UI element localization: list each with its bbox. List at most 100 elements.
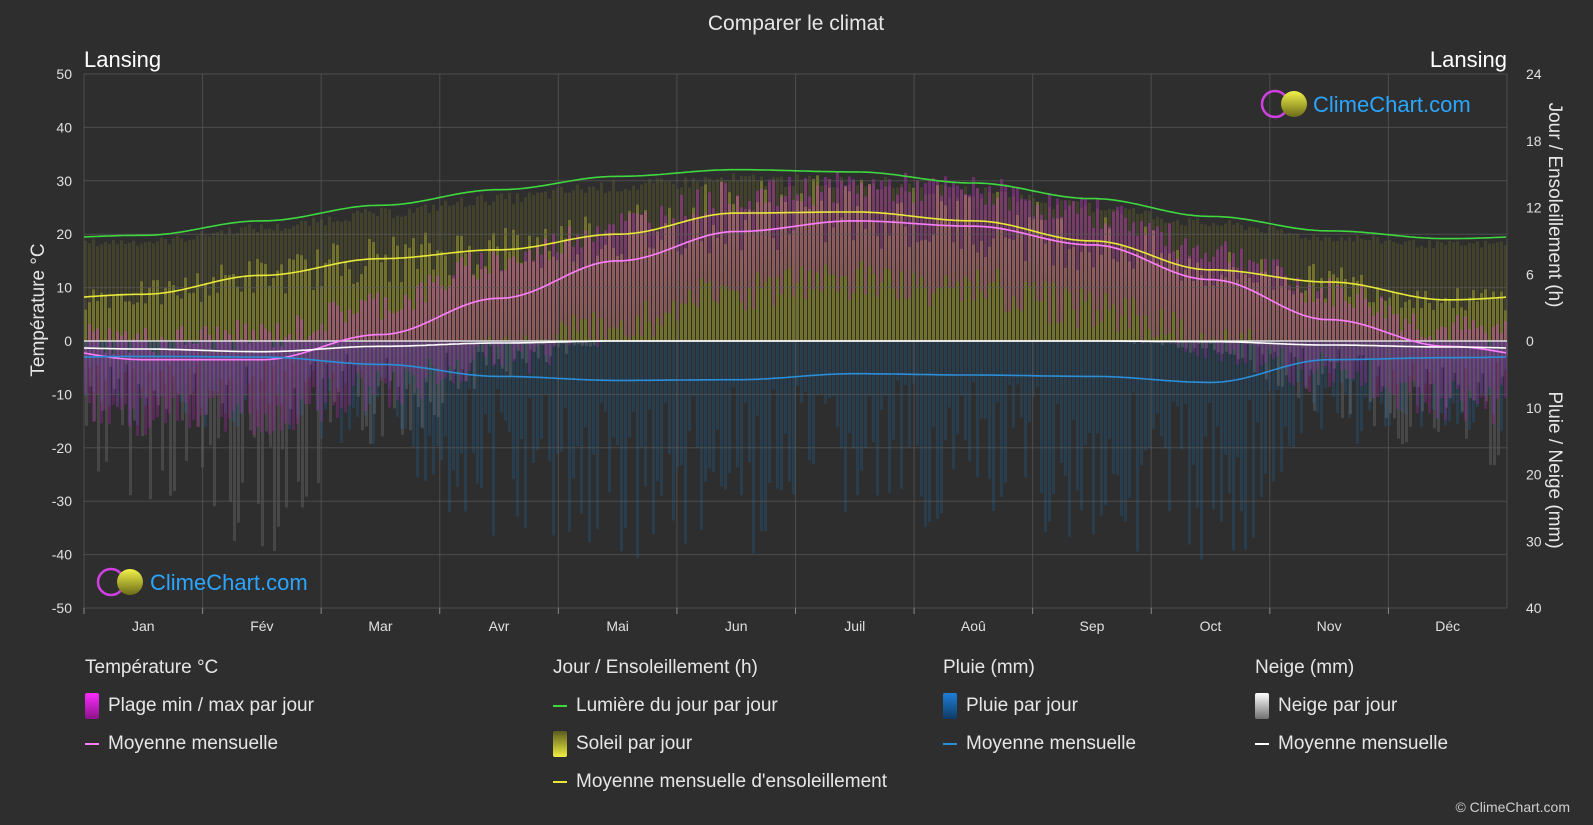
temp-range-day-bar — [84, 346, 87, 394]
rain-day-bar — [748, 341, 751, 463]
legend-daylight-label: Lumière du jour par jour — [576, 695, 778, 716]
temp-tick-label: 40 — [56, 119, 72, 135]
temp-range-day-bar — [520, 263, 523, 352]
logo-top[interactable]: ClimeChart.com — [1260, 89, 1471, 119]
temp-range-day-bar — [788, 176, 791, 268]
logo-bottom[interactable]: ClimeChart.com — [96, 567, 308, 597]
temp-range-day-bar — [924, 183, 927, 288]
snow-day-bar — [1489, 341, 1492, 465]
temp-range-day-bar — [728, 204, 731, 291]
temp-range-day-bar — [656, 231, 659, 318]
snow-day-bar — [481, 341, 484, 353]
temp-range-day-bar — [1024, 199, 1027, 282]
sunshine-day-bar — [808, 208, 811, 341]
daylight-day-bar — [500, 193, 503, 341]
sunshine-day-bar — [1440, 303, 1443, 341]
rain-day-bar — [804, 341, 807, 393]
sunshine-day-bar — [1476, 301, 1479, 341]
temp-mean-swatch — [85, 743, 99, 745]
rain-day-bar — [1200, 341, 1203, 560]
rain-day-bar — [1280, 341, 1283, 472]
temp-range-day-bar — [1184, 238, 1187, 352]
rain-day-bar — [1156, 341, 1159, 414]
legend-rain-mean-label: Moyenne mensuelle — [966, 733, 1137, 754]
temp-range-day-bar — [1396, 314, 1399, 410]
sunshine-day-bar — [332, 243, 335, 341]
temp-range-day-bar — [740, 207, 743, 303]
rain-day-bar — [1020, 341, 1023, 418]
temp-range-day-bar — [448, 285, 451, 367]
temp-range-day-bar — [876, 189, 879, 297]
temp-tick-label: 30 — [56, 173, 72, 189]
temp-range-day-bar — [212, 350, 215, 398]
temp-range-day-bar — [340, 311, 343, 409]
temp-range-day-bar — [812, 205, 815, 290]
temp-range-day-bar — [776, 205, 779, 278]
rain-day-bar — [1056, 341, 1059, 404]
rain-day-bar — [1356, 341, 1359, 444]
month-tick-label: Avr — [489, 618, 510, 634]
sunshine-day-bar — [84, 309, 87, 341]
temp-range-day-bar — [672, 218, 675, 302]
temp-range-day-bar — [556, 251, 559, 335]
rain-day-bar — [764, 341, 767, 532]
temp-range-day-bar — [1224, 241, 1227, 330]
daylight-line — [83, 168, 1507, 240]
rain-day-bar — [444, 341, 447, 437]
rain-day-bar — [692, 341, 695, 397]
temp-range-day-bar — [1096, 199, 1099, 310]
sunshine-day-bar — [1420, 307, 1423, 341]
legend-rain-title: Pluie (mm) — [943, 657, 1035, 678]
rain-day-bar — [888, 341, 891, 493]
temp-range-day-bar — [768, 179, 771, 277]
sunshine-day-bar — [136, 302, 139, 341]
sunshine-day-bar — [172, 285, 175, 341]
temp-range-day-bar — [1504, 321, 1507, 398]
sunshine-day-bar — [412, 238, 415, 341]
daylight-day-bar — [112, 239, 115, 341]
snow-day-bar — [1201, 341, 1204, 349]
temp-range-day-bar — [512, 256, 515, 362]
temp-range-day-bar — [1260, 271, 1263, 366]
snow-swatch — [1255, 693, 1269, 719]
temp-range-day-bar — [976, 187, 979, 271]
temp-range-day-bar — [1312, 302, 1315, 374]
temp-range-day-bar — [156, 355, 159, 418]
logo-sun-icon — [1281, 91, 1307, 117]
snow-day-bar — [593, 341, 596, 346]
month-tick-label: Jan — [132, 618, 155, 634]
temp-range-day-bar — [856, 193, 859, 269]
rain-day-bar — [884, 341, 887, 396]
snow-day-bar — [1277, 341, 1280, 386]
sunshine-day-bar — [96, 301, 99, 341]
sunshine-day-bar — [880, 248, 883, 341]
sunshine-day-bar — [212, 277, 215, 341]
temp-range-day-bar — [452, 275, 455, 384]
rain-day-bar — [1104, 341, 1107, 506]
sunshine-day-bar — [184, 277, 187, 341]
month-tick-label: Aoû — [961, 618, 986, 634]
temp-range-day-bar — [88, 324, 91, 404]
temp-range-day-bar — [1296, 277, 1299, 359]
rain-day-bar — [1224, 341, 1227, 455]
temp-range-day-bar — [636, 213, 639, 316]
temp-range-day-bar — [704, 213, 707, 284]
daylight-day-bar — [192, 239, 195, 341]
rain-day-bar — [816, 341, 819, 396]
sunshine-day-bar — [296, 254, 299, 341]
copyright: © ClimeChart.com — [1455, 799, 1570, 815]
rain-day-bar — [892, 341, 895, 440]
temp-range-day-bar — [400, 309, 403, 405]
temp-range-day-bar — [988, 186, 991, 284]
rain-day-bar — [1264, 341, 1267, 475]
rain-day-bar — [564, 341, 567, 408]
rain-day-bar — [740, 341, 743, 496]
rain-day-bar — [820, 341, 823, 395]
rain-day-bar — [456, 341, 459, 487]
sunshine-day-bar — [1488, 297, 1491, 341]
temp-range-day-bar — [496, 255, 499, 347]
temp-range-day-bar — [888, 179, 891, 270]
temp-range-day-bar — [1004, 184, 1007, 312]
temp-range-day-bar — [848, 176, 851, 301]
temp-range-day-bar — [1300, 292, 1303, 370]
